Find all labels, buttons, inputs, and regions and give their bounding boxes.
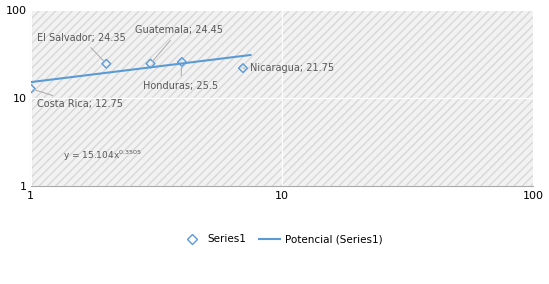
Text: Nicaragua; 21.75: Nicaragua; 21.75 bbox=[243, 63, 334, 73]
Point bbox=[239, 66, 248, 70]
Legend: Series1, Potencial (Series1): Series1, Potencial (Series1) bbox=[177, 230, 386, 248]
Text: Honduras; 25.5: Honduras; 25.5 bbox=[143, 65, 218, 91]
Point bbox=[102, 62, 111, 66]
Text: El Salvador; 24.35: El Salvador; 24.35 bbox=[37, 33, 126, 62]
Point bbox=[146, 61, 155, 66]
Point bbox=[177, 60, 186, 64]
Point bbox=[26, 86, 35, 91]
Text: y = 15.104x$^{0.3505}$: y = 15.104x$^{0.3505}$ bbox=[64, 149, 142, 163]
Text: Guatemala; 24.45: Guatemala; 24.45 bbox=[135, 26, 223, 62]
Text: Costa Rica; 12.75: Costa Rica; 12.75 bbox=[33, 89, 123, 109]
